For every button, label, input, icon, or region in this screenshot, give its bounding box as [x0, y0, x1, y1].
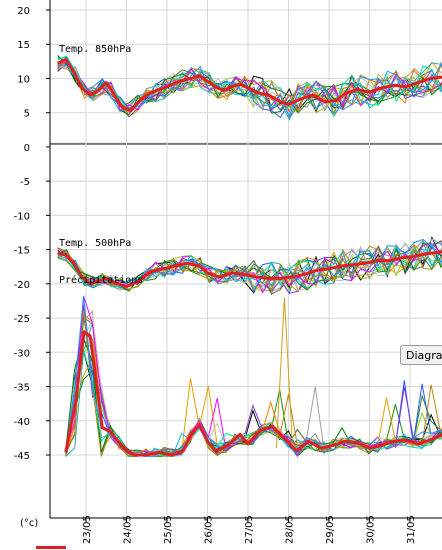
y-tick-label: -45 — [14, 451, 30, 462]
y-tick-label: 15 — [17, 40, 30, 51]
x-tick-label: 28/05 — [285, 515, 296, 544]
x-tick-label: 25/05 — [163, 515, 174, 544]
panel-label-t850: Temp. 850hPa — [59, 44, 131, 55]
legend-swatch — [36, 546, 66, 549]
y-tick-label: -40 — [14, 417, 30, 428]
x-tick-label: 30/05 — [366, 515, 377, 544]
panel-label-precip: Précipitations — [59, 274, 143, 286]
member-line — [57, 243, 442, 294]
mean-line-t850 — [57, 57, 442, 113]
member-line — [57, 55, 442, 116]
x-tick-label: 27/05 — [244, 515, 255, 544]
chart-grid — [50, 0, 442, 518]
diagram-tooltip[interactable]: Diagramme — [400, 345, 442, 365]
chart-labels: Temp. 850hPa Temp. 500hPa Précipitations… — [20, 44, 143, 529]
y-tick-label: -20 — [14, 280, 30, 291]
chart-axes: 20 15 10 5 0 -5 -10 -15 -20 -25 -30 -35 -40 -45 23/05 2… — [14, 0, 442, 544]
x-tick-label: 31/05 — [406, 515, 417, 544]
panel-label-t500: Temp. 500hPa — [59, 238, 131, 249]
y-tick-label: 20 — [17, 6, 30, 17]
y-tick-label: -30 — [14, 348, 30, 359]
y-tick-label: -35 — [14, 383, 30, 394]
x-tick-label: 24/05 — [123, 515, 134, 544]
y-tick-label: -5 — [20, 177, 30, 188]
member-line — [65, 310, 442, 458]
y-unit-label: (°c) — [20, 518, 38, 529]
y-tick-label: 5 — [24, 109, 30, 120]
x-tick-label: 23/05 — [82, 515, 93, 544]
y-tick-label: -25 — [14, 314, 30, 325]
y-tick-label: 0 — [24, 143, 30, 154]
ensemble-means — [57, 57, 442, 457]
ensemble-members — [57, 55, 442, 458]
mean-line-precip — [64, 330, 442, 457]
mean-line-t500 — [57, 250, 442, 289]
x-tick-label: 29/05 — [325, 515, 336, 544]
y-tick-label: -15 — [14, 246, 30, 257]
y-tick-label: -10 — [14, 211, 30, 222]
y-tick-label: 10 — [17, 74, 30, 85]
x-tick-label: 26/05 — [204, 515, 215, 544]
member-spike — [275, 297, 294, 449]
